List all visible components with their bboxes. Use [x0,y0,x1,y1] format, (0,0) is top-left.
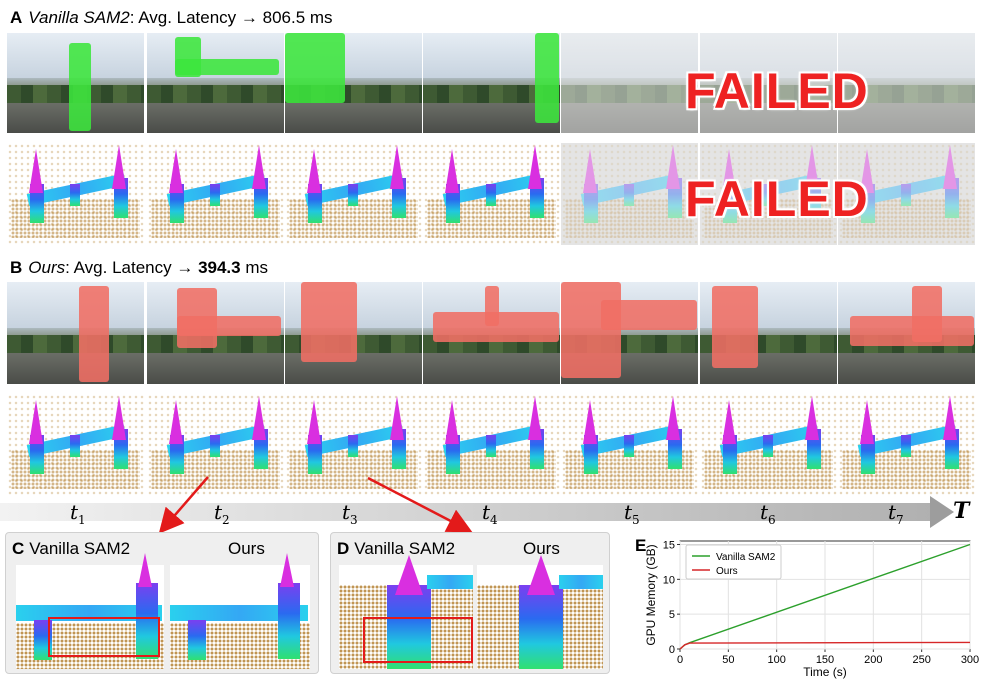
timeline-step-7: t7 [888,500,904,527]
panel-a-letter: A [10,8,23,27]
panel-d-highlight-box [363,617,473,663]
panel-b-latency-prefix: : Avg. Latency → [65,258,199,277]
panel-d-right-label: Ours [523,539,560,558]
ours-pointcloud-7 [838,394,975,496]
panel-a-latency: : Avg. Latency → 806.5 ms [129,8,333,27]
x-tick-label-4: 200 [864,654,882,666]
vanilla-frame-5 [561,33,698,133]
vanilla-frame-4 [423,33,560,133]
x-tick-label-2: 100 [767,654,785,666]
arrow-to-panel-c [158,476,209,534]
y-tick-label-3: 15 [663,539,675,551]
panel-c-left-label: Vanilla SAM2 [29,539,131,558]
timeline-step-6: t6 [760,500,776,527]
ours-pointcloud-4 [423,394,560,496]
vanilla-frame-3 [285,33,422,133]
vanilla-pointcloud-7 [838,143,975,245]
panel-b-letter: B [10,258,23,277]
x-tick-label-1: 50 [722,654,734,666]
vanilla-pointcloud-3 [285,143,422,245]
panel-d-inset: D Vanilla SAM2 Ours [330,532,610,674]
x-tick-label-3: 150 [816,654,834,666]
ours-frame-6 [700,282,837,384]
panel-e-letter: E [635,536,646,555]
panel-c-left-title: C Vanilla SAM2 [12,539,130,559]
vanilla-pointcloud-2 [147,143,284,245]
panel-b-method: Ours [28,258,66,277]
timeline-step-1: t1 [70,500,86,527]
panel-b-latency-value: 394.3 [198,258,241,277]
panel-c-ours-closeup [170,553,310,669]
y-tick-label-0: 0 [669,644,675,656]
ours-pointcloud-6 [700,394,837,496]
panel-d-left-label: Vanilla SAM2 [354,539,456,558]
vanilla-frame-2 [147,33,284,133]
ours-pointcloud-2 [147,394,284,496]
y-tick-label-1: 5 [669,609,675,621]
timeline-step-3: t3 [342,500,358,527]
timeline-end-label: T [953,498,970,524]
vanilla-frame-7 [838,33,975,133]
vanilla-frame-1 [7,33,144,133]
y-tick-label-2: 10 [663,574,675,586]
panel-c-inset: C Vanilla SAM2 Ours [5,532,319,674]
timeline-step-2: t2 [214,500,230,527]
panel-c-highlight-box [48,617,160,657]
panel-a-method: Vanilla SAM2 [28,8,130,27]
failed-label-pointcloud: FAILED [685,171,869,227]
vanilla-frame-6 [700,33,837,133]
timeline-step-5: t5 [624,500,640,527]
panel-d-left-title: D Vanilla SAM2 [337,539,455,559]
panel-a-title: A Vanilla SAM2: Avg. Latency → 806.5 ms [10,8,333,28]
x-axis-label: Time (s) [803,665,847,679]
ours-frame-2 [147,282,284,384]
ours-pointcloud-3 [285,394,422,496]
gpu-memory-chart: E 0 50 100 150 200 250 300 0 5 10 15 Time (s) GPU Mem… [635,536,979,679]
x-tick-label-6: 300 [961,654,979,666]
vanilla-pointcloud-5 [561,143,698,245]
failed-label-frames: FAILED [685,63,869,119]
legend-label-2: Ours [716,566,738,577]
timeline-arrowhead [930,496,954,528]
panel-c-letter: C [12,539,25,558]
legend-label-1: Vanilla SAM2 [716,552,776,563]
panel-c-right-label: Ours [228,539,265,558]
panel-b-title: B Ours: Avg. Latency → 394.3 ms [10,258,268,278]
y-axis-label: GPU Memory (GB) [644,544,658,645]
x-tick-label-5: 250 [912,654,930,666]
ours-frame-4 [423,282,560,384]
panel-d-letter: D [337,539,350,558]
ours-frame-7 [838,282,975,384]
timeline-step-4: t4 [482,500,498,527]
ours-frame-3 [285,282,422,384]
panel-b-latency-unit: ms [240,258,268,277]
panel-d-ours-closeup [477,555,603,669]
vanilla-pointcloud-1 [7,143,144,245]
ours-frame-1 [7,282,144,384]
ours-frame-5 [561,282,698,384]
x-tick-label-0: 0 [677,654,683,666]
vanilla-pointcloud-4 [423,143,560,245]
vanilla-pointcloud-6 [700,143,837,245]
ours-pointcloud-1 [7,394,144,496]
panel-e-chart: E 0 50 100 150 200 250 300 0 5 10 15 Time (s) GPU Mem… [635,533,985,680]
arrow-to-panel-d [367,476,473,533]
ours-pointcloud-5 [561,394,698,496]
series-line-2 [679,641,971,650]
